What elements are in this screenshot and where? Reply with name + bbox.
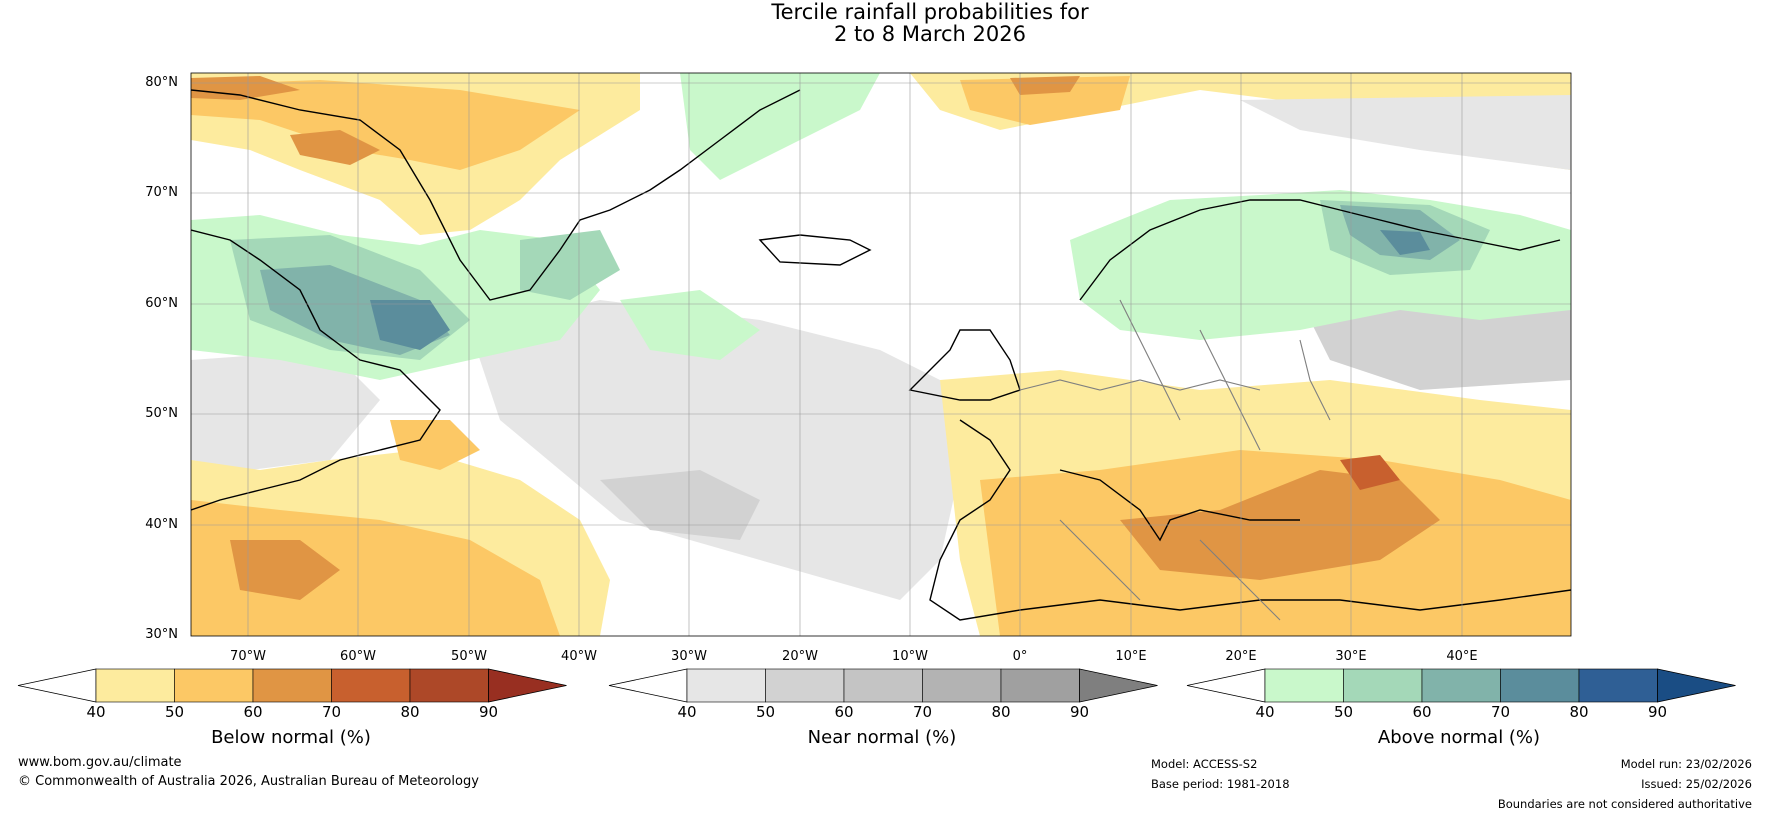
colorbar-below-segment-2 [252, 668, 332, 703]
footer-model-run: Model run: 23/02/2026 [1620, 757, 1752, 771]
colorbar-below-tick-90: 90 [478, 703, 499, 721]
colorbar-near-segment-0 [686, 668, 766, 703]
lon-label-30e: 30°E [1335, 649, 1367, 664]
colorbar-near-tick-60: 60 [834, 703, 854, 721]
colorbar-near-tick-80: 80 [991, 703, 1011, 721]
above-region-atlantic-patches [620, 290, 760, 360]
below-region-north-mid [960, 76, 1130, 125]
colorbar-below-tick-70: 70 [321, 703, 342, 721]
near-region-atlantic-2 [600, 470, 760, 540]
colorbar-above-segment-3 [1500, 668, 1580, 703]
colorbar-above-segment-1 [1343, 668, 1423, 703]
lat-label-80: 80°N [145, 75, 178, 90]
colorbar-below-tick-40: 40 [86, 703, 106, 721]
lon-label-0: 0° [1012, 649, 1028, 664]
lat-label-50: 50°N [145, 406, 178, 421]
colorbar-near-over-triangle [1079, 668, 1158, 703]
lat-label-70: 70°N [145, 185, 178, 200]
lon-label-40w: 40°W [561, 649, 597, 664]
lon-label-70w: 70°W [230, 649, 266, 664]
colorbar-above-segment-0 [1264, 668, 1344, 703]
colorbar-below-segment-3 [331, 668, 411, 703]
colorbar-below-segment-1 [174, 668, 254, 703]
below-region-newfoundland [390, 420, 480, 470]
coastlines [191, 89, 1571, 621]
colorbar-below-segment-4 [409, 668, 489, 703]
colorbar-above-tick-80: 80 [1569, 703, 1589, 721]
colorbar-label-below: Below normal (%) [211, 727, 371, 748]
lon-label-60w: 60°W [340, 649, 376, 664]
lat-label-60: 60°N [145, 296, 178, 311]
below-region-south-west-2 [191, 500, 560, 636]
colorbar-below-segment-0 [95, 668, 175, 703]
colorbar-near-segment-2 [843, 668, 923, 703]
below-region-nw-top [191, 76, 300, 100]
map-field [191, 73, 1571, 636]
colorbar-above-under-triangle [1186, 668, 1266, 703]
footer-base-period: Base period: 1981-2018 [1151, 777, 1290, 791]
colorbar-near-segment-3 [922, 668, 1002, 703]
colorbar-below-under-triangle [17, 668, 97, 703]
above-region-scandinavia-4 [1380, 230, 1430, 255]
below-region-south-west-3 [230, 540, 340, 600]
footer-issued: Issued: 25/02/2026 [1641, 777, 1752, 791]
lon-label-30w: 30°W [671, 649, 707, 664]
colorbar-above-tick-40: 40 [1255, 703, 1275, 721]
below-region-north-high [1010, 76, 1080, 95]
lat-label-40: 40°N [145, 517, 178, 532]
borders [1019, 299, 1331, 621]
colorbar-above-over-triangle [1657, 668, 1736, 703]
colorbar-label-above: Above normal (%) [1377, 727, 1541, 748]
lon-label-10w: 10°W [892, 649, 928, 664]
near-region-west [191, 350, 380, 470]
colorbar-below-over-triangle [488, 668, 567, 703]
colorbar-near-under-triangle [608, 668, 688, 703]
colorbar-below-tick-80: 80 [400, 703, 420, 721]
colorbar-above-tick-60: 60 [1412, 703, 1432, 721]
lon-label-50w: 50°W [451, 649, 487, 664]
colorbar-near-tick-90: 90 [1069, 703, 1090, 721]
lon-label-20e: 20°E [1225, 649, 1257, 664]
colorbars [17, 668, 1736, 703]
below-region-nw-high [290, 130, 380, 165]
colorbar-near-segment-1 [765, 668, 845, 703]
lon-label-40e: 40°E [1446, 649, 1478, 664]
footer-website[interactable]: www.bom.gov.au/climate [18, 755, 182, 770]
colorbar-above-segment-2 [1421, 668, 1501, 703]
colorbar-near-tick-40: 40 [677, 703, 697, 721]
colorbar-below-tick-50: 50 [164, 703, 185, 721]
above-region-greenland-s [520, 230, 620, 300]
lat-label-30: 30°N [145, 627, 178, 642]
above-region-scandinavia [1070, 190, 1571, 340]
colorbar-label-near: Near normal (%) [807, 727, 957, 748]
colorbar-above-tick-50: 50 [1333, 703, 1354, 721]
gridlines [191, 73, 1571, 636]
colorbar-below-tick-60: 60 [243, 703, 263, 721]
above-region-greenland-e [680, 73, 880, 180]
footer-model: Model: ACCESS-S2 [1151, 757, 1258, 771]
footer-copyright: © Commonwealth of Australia 2026, Austra… [18, 774, 479, 789]
below-region-mediterranean-4 [1340, 455, 1400, 490]
near-region-north [1240, 95, 1571, 170]
lon-label-20w: 20°W [782, 649, 818, 664]
colorbar-near-tick-70: 70 [912, 703, 933, 721]
colorbar-near-segment-4 [1000, 668, 1080, 703]
title-line-2: 2 to 8 March 2026 [834, 22, 1026, 46]
colorbar-above-tick-90: 90 [1647, 703, 1668, 721]
lon-label-10e: 10°E [1115, 649, 1147, 664]
below-region-nw-mid [191, 80, 580, 170]
title-line-1-fixed: Tercile rainfall probabilities for [771, 0, 1089, 24]
above-region-labrador-4 [370, 300, 450, 350]
colorbar-above-segment-4 [1578, 668, 1658, 703]
footer-disclaimer: Boundaries are not considered authoritat… [1497, 797, 1752, 811]
colorbar-above-tick-70: 70 [1490, 703, 1511, 721]
colorbar-near-tick-50: 50 [755, 703, 776, 721]
